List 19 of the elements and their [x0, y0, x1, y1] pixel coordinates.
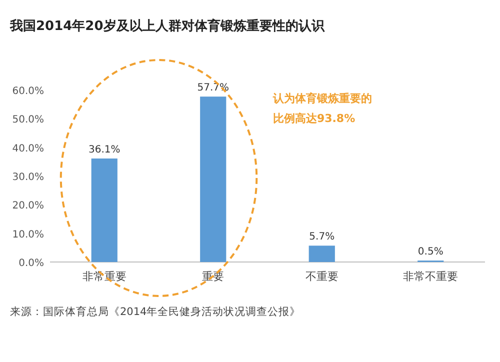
- x-tick-label: 非常不重要: [403, 270, 458, 283]
- bar: [91, 158, 118, 262]
- y-tick-label: 10.0%: [12, 229, 44, 240]
- source-note: 来源：国际体育总局《2014年全民健身活动状况调查公报》: [10, 305, 301, 318]
- y-tick-label: 30.0%: [12, 172, 44, 183]
- y-tick-label: 20.0%: [12, 200, 44, 212]
- y-tick-label: 40.0%: [12, 143, 44, 154]
- data-label: 36.1%: [88, 144, 120, 156]
- y-tick-label: 0.0%: [18, 258, 44, 269]
- data-label: 5.7%: [309, 232, 335, 243]
- bar: [200, 96, 226, 262]
- y-tick-label: 60.0%: [12, 86, 44, 97]
- annotation: 认为体育锻炼重要的比例高达93.8%: [272, 92, 372, 125]
- data-label: 0.5%: [418, 246, 444, 258]
- bar: [308, 246, 335, 262]
- y-tick-label: 50.0%: [12, 114, 44, 126]
- x-tick-label: 不重要: [305, 270, 338, 283]
- chart-title: 我国2014年20岁及以上人群对体育锻炼重要性的认识: [9, 18, 326, 34]
- x-tick-label: 重要: [202, 270, 224, 283]
